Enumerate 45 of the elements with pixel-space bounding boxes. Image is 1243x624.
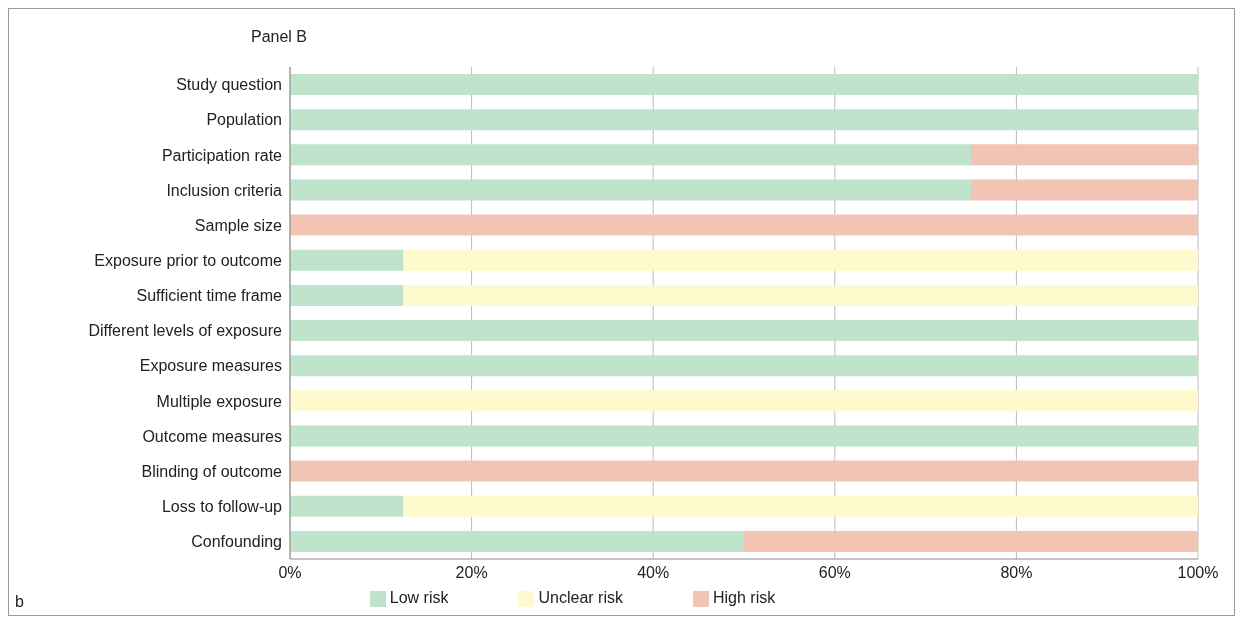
x-tick-label: 60% [818, 564, 851, 582]
bar [290, 355, 1198, 377]
bar [744, 530, 1198, 552]
bar [290, 425, 1198, 447]
text: b [15, 593, 24, 611]
legend-label: High risk [712, 589, 776, 606]
y-tick-label: Sufficient time frame [136, 287, 283, 305]
legend-label: Unclear risk [538, 589, 623, 606]
y-tick-label: Loss to follow-up [161, 497, 283, 515]
y-tick-label: Confounding [191, 533, 282, 551]
y-tick-label: Blinding of outcome [141, 462, 283, 480]
legend-label: Low risk [389, 589, 449, 606]
y-tick-label: Study question [176, 76, 282, 94]
bar [290, 460, 1198, 482]
bar [290, 109, 1198, 131]
bar [971, 144, 1198, 166]
y-tick-label: Exposure measures [139, 357, 282, 375]
y-tick-label: Outcome measures [142, 427, 282, 445]
bar [403, 284, 1198, 306]
y-tick-label: Inclusion criteria [166, 181, 283, 199]
bar [290, 320, 1198, 342]
bar [290, 390, 1198, 412]
bar [971, 179, 1198, 201]
bar [290, 179, 971, 201]
y-tick-label: Participation rate [161, 146, 283, 164]
x-tick-label: 80% [1000, 564, 1033, 582]
bar [403, 495, 1198, 517]
x-tick-label: 20% [455, 564, 488, 582]
bar [290, 495, 404, 517]
x-tick-label: 100% [1177, 564, 1219, 582]
bar [403, 249, 1198, 271]
y-tick-label: Population [206, 111, 282, 129]
bar [290, 284, 404, 306]
y-tick-label: Exposure prior to outcome [94, 251, 283, 269]
y-tick-label: Sample size [194, 216, 283, 234]
y-tick-label: Different levels of exposure [88, 322, 283, 340]
bar [290, 249, 404, 271]
bar [290, 530, 744, 552]
bar [290, 214, 1198, 236]
y-tick-label: Multiple exposure [156, 392, 283, 410]
x-tick-label: 0% [278, 564, 302, 582]
bar [290, 74, 1198, 96]
x-tick-label: 40% [637, 564, 670, 582]
bar [290, 144, 971, 166]
chart-title: Panel B [251, 28, 308, 46]
